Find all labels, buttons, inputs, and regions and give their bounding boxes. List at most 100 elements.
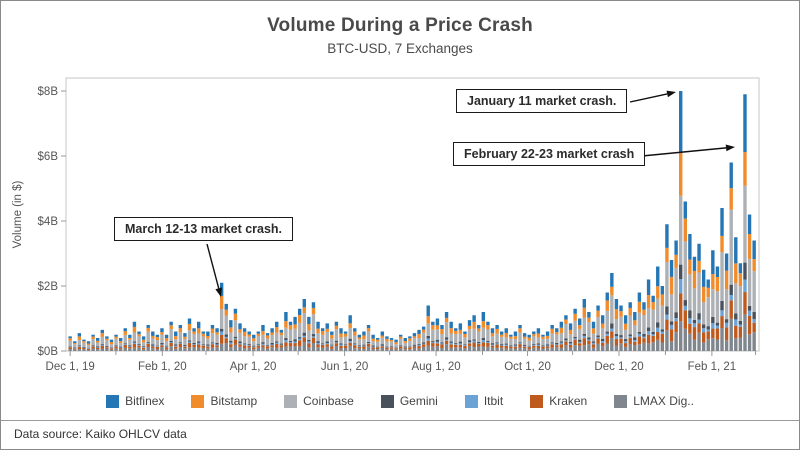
bar-segment (509, 348, 513, 351)
bar-segment (114, 338, 118, 346)
bar-segment (334, 340, 339, 343)
bar-segment (633, 312, 637, 321)
bar-segment (169, 343, 173, 347)
bar-segment (449, 347, 453, 351)
legend-label: Itbit (483, 394, 504, 408)
bar-segment (568, 347, 573, 351)
bar-segment (91, 334, 95, 337)
bar-segment (660, 329, 665, 332)
bar-segment (114, 345, 118, 347)
bar-segment (674, 267, 678, 313)
bar-segment (559, 342, 564, 345)
bar-segment (215, 334, 219, 343)
bar-segment (651, 331, 655, 335)
y-tick-label: $2B (38, 281, 59, 293)
bar-segment (568, 343, 573, 345)
bar-segment (307, 316, 311, 325)
bar-segment (178, 344, 183, 348)
bar-segment (697, 319, 701, 324)
legend-label: Bitstamp (210, 394, 258, 408)
bar-segment (68, 336, 72, 339)
bar-segment (293, 345, 297, 351)
bar-segment (151, 345, 155, 347)
bar-segment (651, 334, 655, 336)
bar-segment (339, 328, 343, 334)
bar-segment (550, 325, 554, 329)
bar-segment (132, 332, 137, 342)
bar-segment (522, 344, 527, 346)
bar-segment (486, 346, 490, 351)
bar-segment (679, 264, 683, 280)
bar-segment (123, 334, 127, 344)
bar-segment (623, 341, 628, 344)
bar-segment (325, 344, 329, 347)
bar-segment (288, 343, 293, 347)
bar-segment (394, 349, 398, 351)
bar-segment (495, 333, 499, 343)
bar-segment (178, 343, 183, 344)
bar-segment (210, 347, 215, 351)
bar-segment (486, 325, 490, 330)
bar-segment (555, 328, 559, 333)
bar-segment (628, 337, 632, 344)
bar-segment (486, 329, 490, 342)
bar-segment (738, 337, 743, 351)
bar-segment (555, 342, 559, 345)
bar-segment (412, 344, 417, 346)
bar-segment (683, 218, 687, 242)
bar-segment (275, 327, 279, 333)
bar-segment (412, 333, 417, 337)
bar-segment (486, 342, 490, 344)
bar-segment (440, 348, 444, 351)
bar-segment (408, 340, 412, 347)
bar-segment (706, 329, 710, 332)
bar-segment (582, 317, 586, 334)
bar-segment (596, 343, 600, 351)
bar-segment (444, 344, 449, 351)
bar-segment (495, 344, 499, 348)
bar-segment (545, 338, 550, 345)
bar-segment (123, 344, 127, 348)
bar-segment (132, 341, 137, 343)
bar-segment (637, 333, 642, 337)
annotation-arrow-head (666, 90, 676, 98)
bar-segment (224, 315, 228, 335)
bar-segment (697, 313, 701, 320)
bar-segment (316, 342, 320, 345)
bar-segment (219, 308, 224, 329)
bar-segment (651, 295, 655, 303)
bar-segment (467, 329, 472, 341)
bar-segment (591, 347, 596, 351)
bar-segment (674, 332, 678, 351)
bar-segment (458, 344, 463, 348)
bar-segment (435, 341, 440, 344)
bar-segment (82, 349, 86, 351)
bar-segment (265, 348, 270, 351)
bar-segment (509, 334, 513, 337)
bar-segment (642, 338, 646, 343)
bar-segment (334, 321, 339, 326)
bar-segment (743, 94, 747, 153)
bar-segment (499, 334, 504, 337)
bar-segment (477, 331, 481, 342)
bar-segment (77, 339, 82, 346)
bar-segment (660, 286, 665, 295)
chart-subtitle: BTC-USD, 7 Exchanges (327, 41, 473, 56)
bar-segment (316, 344, 320, 348)
bar-segment (596, 337, 600, 339)
bar-segment (541, 345, 545, 347)
bar-segment (206, 336, 210, 339)
bar-segment (454, 344, 458, 345)
bar-segment (82, 342, 86, 348)
bar-segment (490, 344, 495, 346)
bar-segment (311, 343, 316, 351)
bar-segment (614, 299, 619, 310)
bar-segment (219, 331, 224, 335)
bar-segment (109, 344, 114, 348)
bar-segment (683, 241, 687, 301)
bar-segment (532, 331, 536, 335)
bar-segment (380, 344, 385, 346)
bar-segment (408, 347, 412, 350)
bar-segment (578, 345, 582, 351)
bar-segment (449, 341, 453, 343)
